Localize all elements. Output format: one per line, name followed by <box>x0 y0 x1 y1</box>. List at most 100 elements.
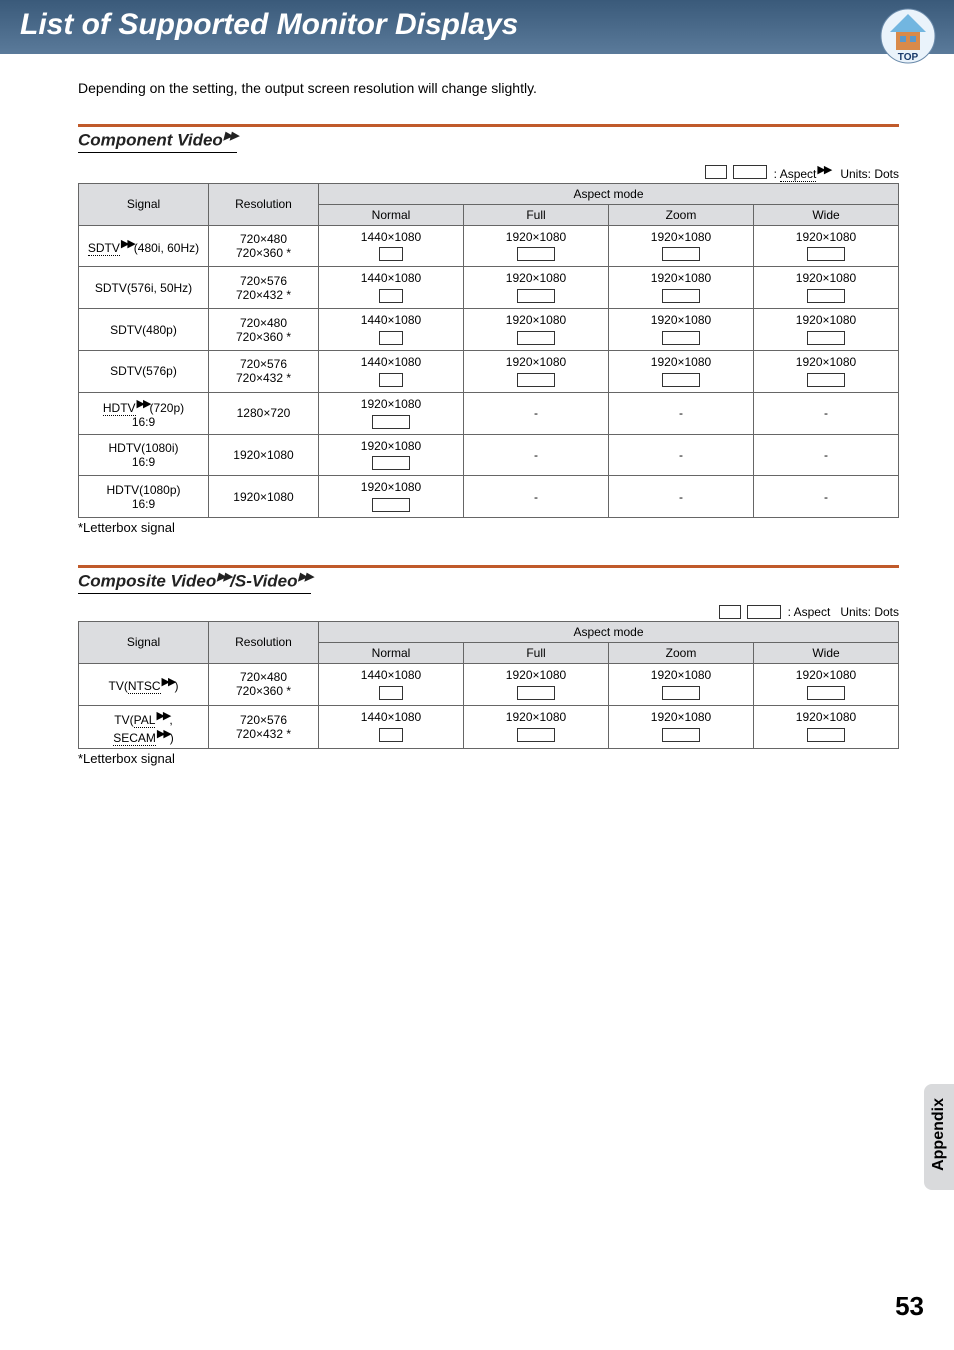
appendix-tab[interactable]: Appendix <box>924 1084 954 1190</box>
ffwd-icon: ▶▶ <box>121 238 134 250</box>
th-aspect-mode: Aspect mode <box>319 183 899 204</box>
th-aspect-mode: Aspect mode <box>319 621 899 642</box>
table-row: SDTV(576p)720×576720×432 *1440×10801920×… <box>79 351 899 393</box>
aspect-shape-icon <box>807 247 845 261</box>
footnote-2: *Letterbox signal <box>78 751 899 766</box>
table-cell: 1920×1080 <box>464 267 609 309</box>
table-cell: 1920×1080 <box>319 476 464 518</box>
aspect-link[interactable]: Aspect <box>780 167 817 182</box>
signal-link[interactable]: SDTV <box>88 241 120 256</box>
table-cell: 1920×1080 <box>754 267 899 309</box>
table-cell: 1440×1080 <box>319 663 464 705</box>
section2-prefix: Composite Video <box>78 572 216 591</box>
table-cell: 1920×1080 <box>464 225 609 267</box>
table-row: SDTV▶▶(480i, 60Hz)720×480720×360 *1440×1… <box>79 225 899 267</box>
ffwd-icon: ▶▶ <box>162 676 175 688</box>
table-cell: 1920×1080 <box>754 225 899 267</box>
aspect-shape-icon <box>379 373 403 387</box>
aspect-shape-icon <box>517 247 555 261</box>
top-home-icon[interactable]: TOP <box>880 8 936 64</box>
aspect-shape-icon <box>517 728 555 742</box>
ffwd-icon: ▶▶ <box>217 571 230 583</box>
table-cell-resolution: 1280×720 <box>209 392 319 434</box>
legend-row-2: : Aspect Units: Dots <box>78 604 899 619</box>
table-cell-resolution: 720×480720×360 * <box>209 225 319 267</box>
table-cell-signal: HDTV▶▶(720p)16:9 <box>79 392 209 434</box>
table-cell: 1440×1080 <box>319 705 464 748</box>
signal-link[interactable]: HDTV <box>103 401 136 416</box>
aspect-shape-icon <box>517 373 555 387</box>
signal-link[interactable]: SECAM <box>113 731 156 746</box>
th-resolution: Resolution <box>209 183 319 225</box>
footnote-1: *Letterbox signal <box>78 520 899 535</box>
ffwd-icon: ▶▶ <box>817 164 830 176</box>
ffwd-icon: ▶▶ <box>224 130 237 142</box>
ffwd-icon: ▶▶ <box>156 710 169 722</box>
table-cell: 1920×1080 <box>754 351 899 393</box>
table-row: SDTV(480p)720×480720×360 *1440×10801920×… <box>79 309 899 351</box>
th-zoom: Zoom <box>609 204 754 225</box>
units-label-2: Units: Dots <box>840 605 899 619</box>
component-video-table: Signal Resolution Aspect mode Normal Ful… <box>78 183 899 519</box>
aspect-shape-icon <box>807 289 845 303</box>
table-cell: 1440×1080 <box>319 225 464 267</box>
aspect-shape-icon <box>662 247 700 261</box>
table-cell: 1920×1080 <box>609 705 754 748</box>
table-cell: 1440×1080 <box>319 267 464 309</box>
aspect-shape-icon <box>807 373 845 387</box>
table-cell: 1920×1080 <box>609 267 754 309</box>
aspect-shape-icon <box>662 686 700 700</box>
table-cell: 1440×1080 <box>319 309 464 351</box>
signal-link[interactable]: NTSC <box>128 679 161 694</box>
aspect-label-2: Aspect <box>794 605 831 619</box>
page-number: 53 <box>895 1291 924 1322</box>
table-cell: - <box>609 476 754 518</box>
table-cell-signal: SDTV(576i, 50Hz) <box>79 267 209 309</box>
table-row: HDTV(1080p)16:91920×10801920×1080--- <box>79 476 899 518</box>
aspect-shape-icon <box>517 686 555 700</box>
th-zoom: Zoom <box>609 642 754 663</box>
appendix-label: Appendix <box>930 1098 948 1171</box>
aspect-shape-icon <box>379 331 403 345</box>
table-row: HDTV▶▶(720p)16:91280×7201920×1080--- <box>79 392 899 434</box>
aspect-shape-icon <box>662 331 700 345</box>
table-row: HDTV(1080i)16:91920×10801920×1080--- <box>79 434 899 476</box>
page-title: List of Supported Monitor Displays <box>20 8 934 42</box>
table-cell-resolution: 1920×1080 <box>209 434 319 476</box>
aspect-shape-icon <box>379 247 403 261</box>
table-cell-signal: HDTV(1080i)16:9 <box>79 434 209 476</box>
table-cell: 1920×1080 <box>319 392 464 434</box>
table-cell-resolution: 720×576720×432 * <box>209 705 319 748</box>
table-cell: 1920×1080 <box>754 663 899 705</box>
table-cell-signal: SDTV▶▶(480i, 60Hz) <box>79 225 209 267</box>
table-cell: - <box>754 434 899 476</box>
aspect-box-169-icon <box>747 605 781 619</box>
th-full: Full <box>464 642 609 663</box>
table-cell-resolution: 720×576720×432 * <box>209 267 319 309</box>
table-cell: 1920×1080 <box>609 663 754 705</box>
table-cell: - <box>464 476 609 518</box>
aspect-shape-icon <box>379 728 403 742</box>
table-cell-signal: SDTV(480p) <box>79 309 209 351</box>
th-signal: Signal <box>79 183 209 225</box>
table-cell: - <box>609 392 754 434</box>
table-row: SDTV(576i, 50Hz)720×576720×432 *1440×108… <box>79 267 899 309</box>
table-cell: 1920×1080 <box>464 663 609 705</box>
aspect-shape-icon <box>379 686 403 700</box>
signal-link[interactable]: PAL <box>134 713 156 728</box>
table-cell: 1920×1080 <box>319 434 464 476</box>
table-row: TV(PAL▶▶, SECAM▶▶)720×576720×432 *1440×1… <box>79 705 899 748</box>
aspect-shape-icon <box>662 373 700 387</box>
aspect-shape-icon <box>807 686 845 700</box>
aspect-box-43-icon <box>719 605 741 619</box>
th-resolution: Resolution <box>209 621 319 663</box>
ffwd-icon: ▶▶ <box>137 398 150 410</box>
aspect-shape-icon <box>807 331 845 345</box>
table-cell: 1440×1080 <box>319 351 464 393</box>
table-cell: 1920×1080 <box>464 351 609 393</box>
aspect-box-43-icon <box>705 165 727 179</box>
table-cell: - <box>464 434 609 476</box>
section1-prefix: Component Video <box>78 131 223 150</box>
intro-text: Depending on the setting, the output scr… <box>78 80 899 96</box>
table-cell-signal: TV(PAL▶▶, SECAM▶▶) <box>79 705 209 748</box>
